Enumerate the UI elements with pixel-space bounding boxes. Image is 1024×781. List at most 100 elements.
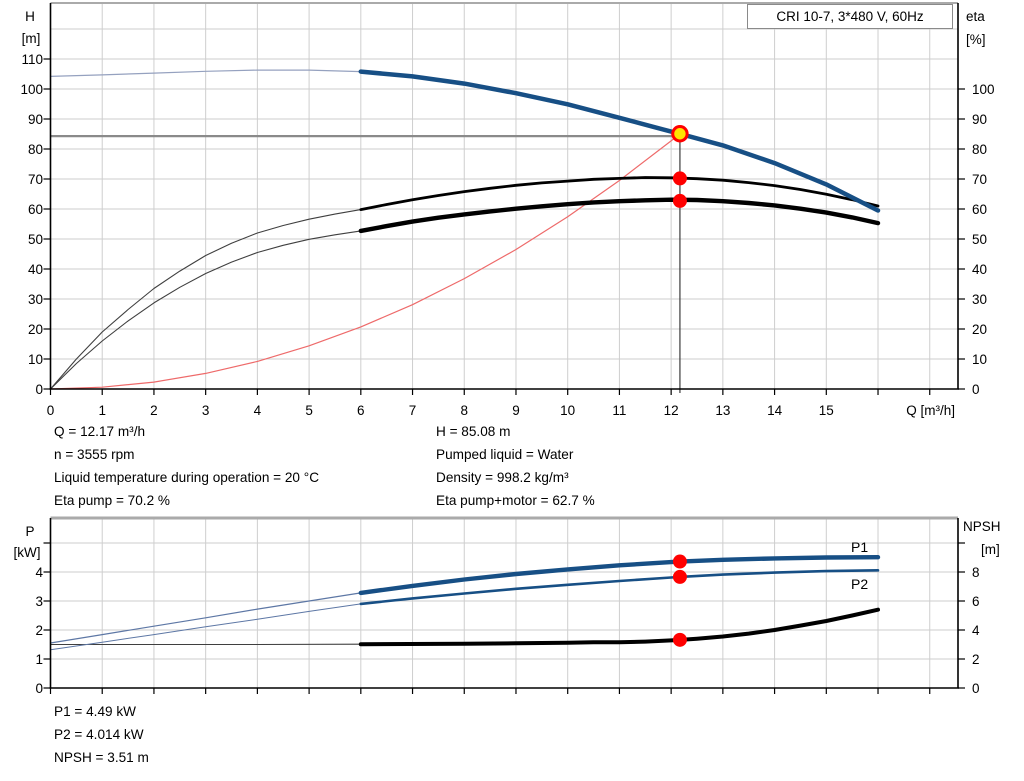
y-left-tick-label: 100: [20, 82, 43, 97]
op-point-dot: [672, 554, 687, 569]
x-tick-label: 10: [560, 403, 575, 418]
y-left-tick-label: 60: [28, 202, 43, 217]
y-right-tick-label: 60: [972, 202, 987, 217]
y-right-tick-label: 4: [972, 623, 980, 638]
head-value: H = 85.08 m: [436, 424, 511, 439]
op-point-dot: [672, 193, 687, 208]
power-npsh-data-block: P1 = 4.49 kW P2 = 4.014 kW NPSH = 3.51 m: [54, 701, 149, 770]
power-npsh-chart: 0 1 2 3 4 0 2 4 6 8 P [kW] NPSH [m] P1 P2: [14, 516, 1001, 696]
eta-pump-motor-curve: [49, 197, 881, 390]
x-tick-label: 5: [305, 403, 313, 418]
y-right-axis-title: NPSH: [963, 519, 1001, 534]
p1-value: P1 = 4.49 kW: [54, 704, 136, 719]
y-right-tick-label: 30: [972, 292, 987, 307]
y-left-tick-label: 20: [28, 322, 43, 337]
axes: [49, 2, 959, 390]
y-left-tick-label: 30: [28, 292, 43, 307]
y-left-tick-label: 0: [35, 681, 43, 696]
H-curve-curve: [49, 69, 881, 213]
x-tick-label: 15: [819, 403, 834, 418]
y-left-tick-label: 70: [28, 172, 43, 187]
p2-value: P2 = 4.014 kW: [54, 726, 144, 742]
x-tick-label: 1: [98, 403, 106, 418]
flow-value: Q = 12.17 m³/h: [54, 424, 146, 439]
y-right-tick-label: 0: [972, 382, 980, 397]
x-tick-label: 9: [512, 403, 520, 418]
x-tick-label: 13: [715, 403, 730, 418]
y-right-tick-label: 0: [972, 681, 980, 696]
y-left-tick-label: 3: [35, 594, 43, 609]
eta-pump-value: Eta pump = 70.2 %: [54, 492, 170, 508]
y-right-tick-label: 6: [972, 594, 980, 609]
op-point-dot: [672, 171, 687, 186]
y-right-axis-title: [%]: [966, 32, 986, 47]
x-tick-label: 12: [664, 403, 679, 418]
x-tick-label: 3: [202, 403, 210, 418]
y-left-axis-title: [kW]: [14, 545, 41, 560]
y-left-tick-label: 90: [28, 112, 43, 127]
y-left-tick-label: 0: [35, 382, 43, 397]
density-value: Density = 998.2 kg/m³: [436, 469, 569, 485]
x-tick-label: 2: [150, 403, 158, 418]
y-left-tick-label: 50: [28, 232, 43, 247]
speed-value: n = 3555 rpm: [54, 446, 135, 462]
tick-marks: [43, 58, 965, 395]
y-left-tick-label: 4: [35, 565, 43, 580]
tick-marks: [43, 542, 965, 694]
y-right-tick-label: 8: [972, 565, 980, 580]
y-right-tick-label: 90: [972, 112, 987, 127]
x-tick-label: 0: [47, 403, 55, 418]
y-right-axis-title: [m]: [981, 542, 1000, 557]
y-left-axis-title: P: [25, 524, 34, 539]
pump-title-box: CRI 10-7, 3*480 V, 60Hz: [747, 4, 953, 29]
npsh-value: NPSH = 3.51 m: [54, 749, 149, 765]
pump-title: CRI 10-7, 3*480 V, 60Hz: [776, 9, 924, 24]
duty-point-marker: [671, 125, 689, 143]
y-left-axis-title: [m]: [22, 31, 41, 46]
y-right-axis-title: eta: [966, 9, 985, 24]
y-right-tick-label: 70: [972, 172, 987, 187]
y-right-tick-label: 50: [972, 232, 987, 247]
y-right-tick-label: 40: [972, 262, 987, 277]
system-curve-curve: [49, 133, 681, 390]
x-tick-label: 14: [767, 403, 783, 418]
axes: [49, 516, 959, 689]
y-right-tick-label: 80: [972, 142, 987, 157]
y-right-tick-label: 10: [972, 352, 987, 367]
gridlines: [50, 3, 958, 389]
y-left-tick-label: 1: [35, 652, 43, 667]
pumped-liquid-value: Pumped liquid = Water: [436, 446, 574, 462]
x-tick-label: 4: [254, 403, 262, 418]
x-tick-label: 7: [409, 403, 417, 418]
y-left-tick-label: 10: [28, 352, 43, 367]
eta-pump-motor-value: Eta pump+motor = 62.7 %: [436, 492, 595, 508]
tick-labels: 0 1 2 3 4 5 6 7 8 9 10 11 12 13 14 15 Q [m³/h]0102030405…: [20, 52, 994, 418]
operating-data-left-column: Q = 12.17 m³/h n = 3555 rpm Liquid tempe…: [54, 421, 319, 513]
eta-pump-curve: [49, 176, 880, 390]
op-point-dot: [672, 569, 687, 584]
p1-curve-label: P1: [851, 539, 868, 555]
gridlines: [50, 518, 958, 688]
x-axis-title: Q [m³/h]: [906, 403, 955, 418]
x-tick-label: 8: [461, 403, 469, 418]
y-left-tick-label: 2: [35, 623, 43, 638]
y-left-axis-title: H: [25, 9, 35, 24]
y-right-tick-label: 100: [972, 82, 995, 97]
y-right-tick-label: 2: [972, 652, 980, 667]
P2-curve: [50, 569, 880, 651]
y-right-tick-label: 20: [972, 322, 987, 337]
y-left-tick-label: 110: [21, 52, 43, 67]
operating-data-right-column: H = 85.08 m Pumped liquid = Water Densit…: [436, 421, 595, 513]
x-tick-label: 6: [357, 403, 365, 418]
P1-curve: [49, 555, 881, 644]
head-efficiency-chart: 0 1 2 3 4 5 6 7 8 9 10 11 12 13 14 15 Q [m³/h]0102030405…: [20, 2, 995, 418]
y-left-tick-label: 80: [28, 142, 43, 157]
y-left-tick-label: 40: [28, 262, 43, 277]
op-point-dot: [672, 632, 687, 647]
tick-labels: 0 1 2 3 4 0 2 4 6 8: [35, 565, 980, 696]
x-tick-label: 11: [612, 403, 626, 418]
p2-curve-label: P2: [851, 576, 868, 592]
liquid-temperature-value: Liquid temperature during operation = 20…: [54, 469, 320, 485]
